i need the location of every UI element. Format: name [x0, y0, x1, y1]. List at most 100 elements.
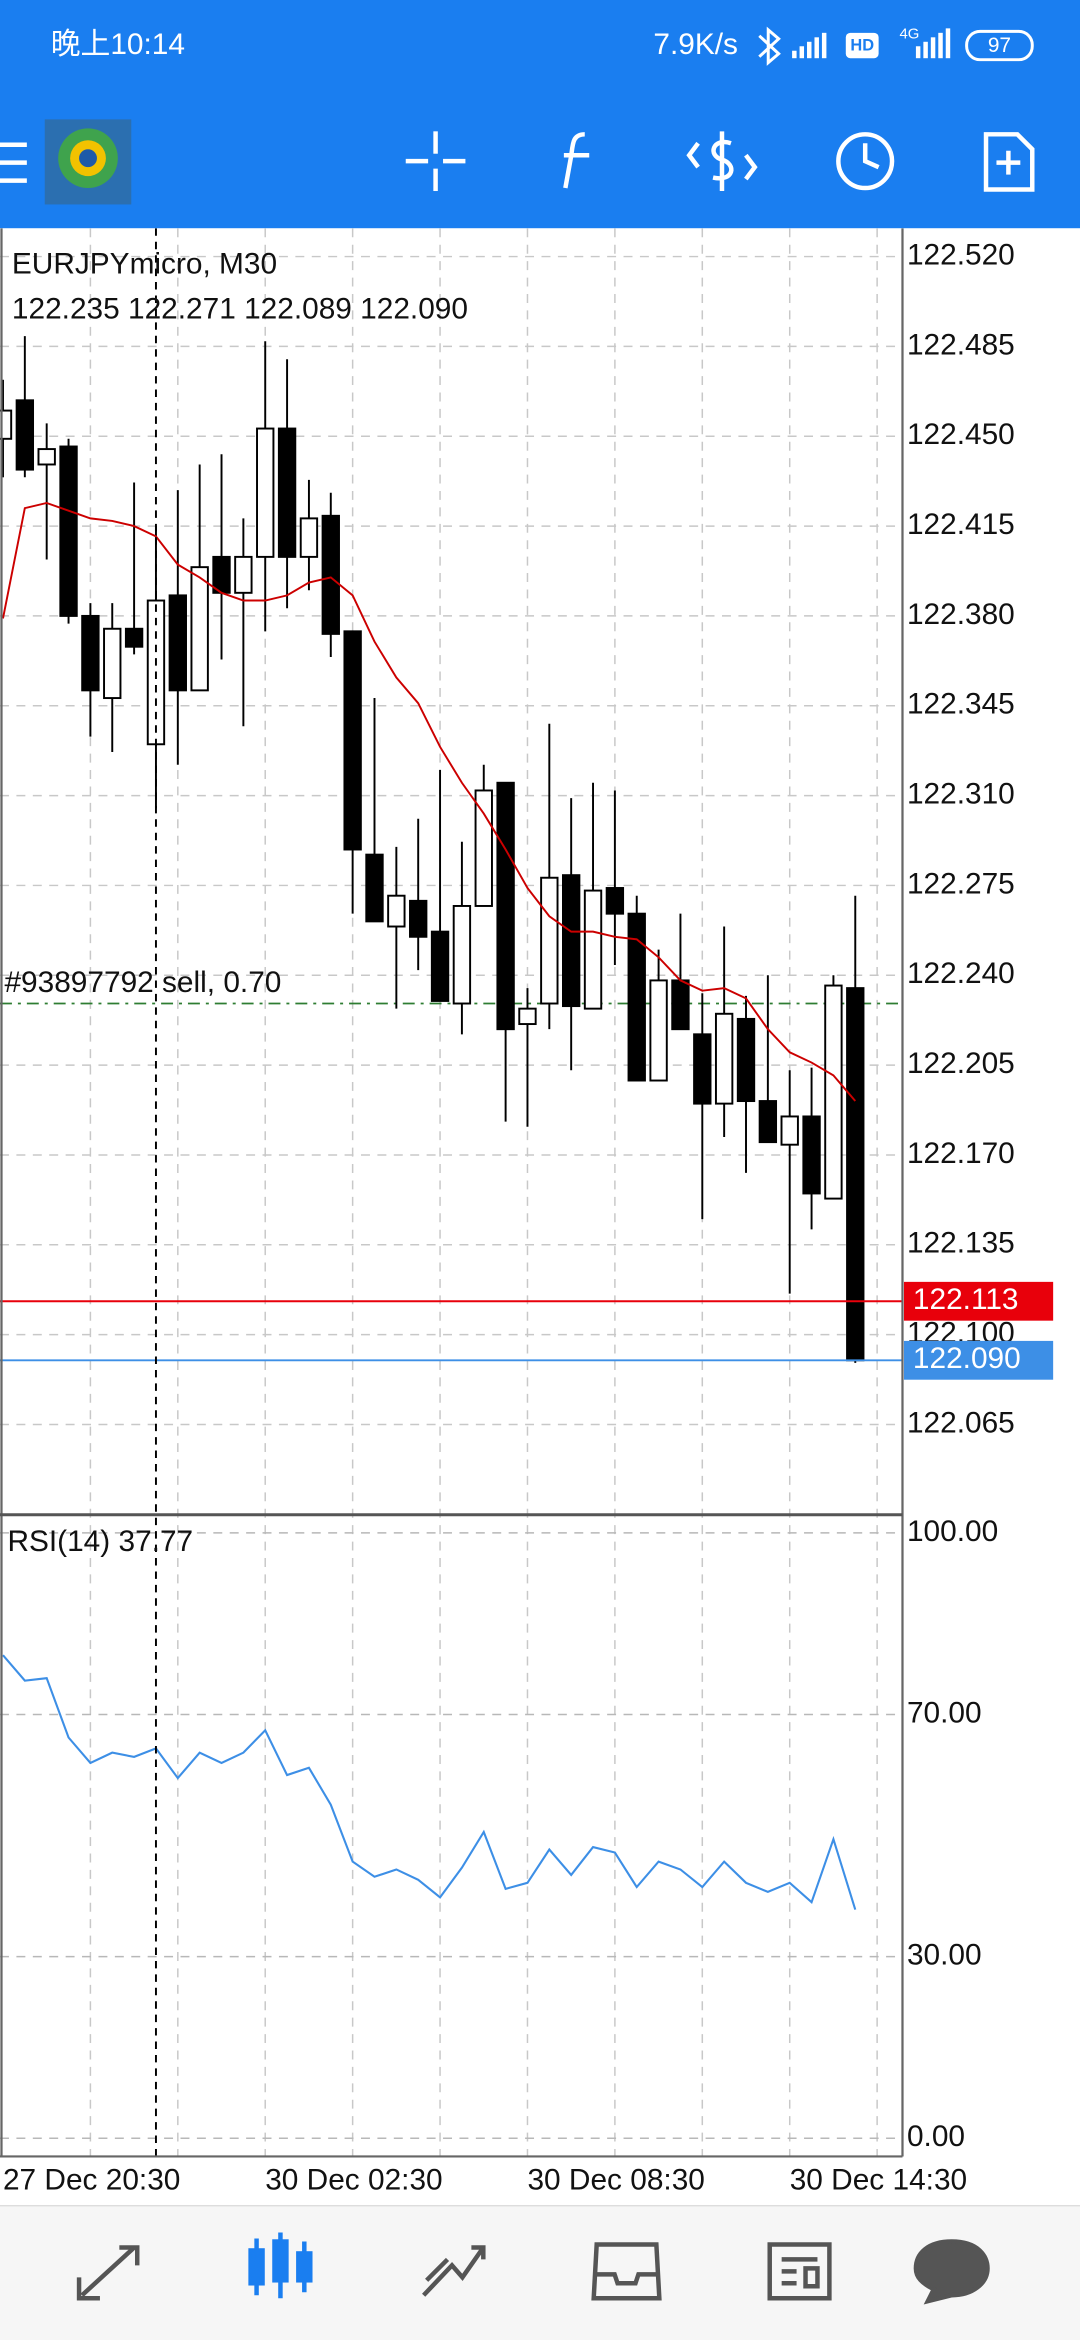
- candle-body: [562, 874, 581, 1008]
- candle-body: [409, 899, 428, 938]
- rsi-tick-label: 30.00: [907, 1939, 982, 1972]
- candle-body: [496, 781, 515, 1031]
- y-tick-label: 122.485: [907, 328, 1015, 361]
- y-tick-label: 122.205: [907, 1047, 1015, 1080]
- bluetooth-icon: [758, 26, 781, 66]
- candle-body: [736, 1017, 756, 1103]
- rsi-tick-label: 100.00: [907, 1515, 998, 1548]
- candle-body: [824, 984, 843, 1200]
- rsi-line: [2, 1654, 857, 1910]
- frame: [0, 228, 904, 2158]
- candle-body: [168, 594, 187, 692]
- candle-body: [365, 853, 384, 923]
- moving-average: [2, 501, 857, 1102]
- candle-body: [802, 1115, 821, 1195]
- candle-body: [540, 876, 559, 1005]
- rsi-tick-label: 70.00: [907, 1696, 982, 1729]
- y-tick-label: 122.415: [907, 508, 1015, 541]
- hd-label: HD: [850, 37, 874, 55]
- battery-level: 97: [988, 34, 1011, 57]
- nav-news[interactable]: [767, 2242, 832, 2301]
- new-order-button[interactable]: [983, 132, 1035, 192]
- chart-background: [0, 228, 1080, 2206]
- candle-body: [299, 517, 319, 558]
- nav-quotes[interactable]: [76, 2245, 140, 2301]
- clock: 晚上10:14: [51, 28, 185, 61]
- nav-trade[interactable]: [422, 2245, 486, 2297]
- y-tick-label: 122.135: [907, 1227, 1015, 1260]
- nav-history[interactable]: [591, 2242, 662, 2301]
- candle-body: [59, 445, 78, 617]
- y-tick-label: 122.520: [907, 238, 1015, 271]
- x-tick-label: 30 Dec 14:30: [790, 2164, 967, 2197]
- candle-body: [671, 979, 690, 1031]
- grid: [0, 228, 903, 2157]
- candle-body: [321, 514, 340, 635]
- candle-body: [124, 627, 144, 648]
- y-tick-label: 122.450: [907, 418, 1015, 451]
- candle-body: [627, 912, 646, 1082]
- candle-body: [277, 427, 297, 558]
- candle-body: [81, 614, 100, 692]
- app-logo[interactable]: [44, 119, 132, 205]
- price-marker: [903, 1340, 1054, 1380]
- ohlc-label: 122.235 122.271 122.089 122.090: [12, 292, 468, 325]
- y-tick-label: 122.310: [907, 777, 1015, 810]
- crosshair-button[interactable]: [405, 131, 466, 192]
- candle-body: [714, 1012, 734, 1105]
- candle-body: [103, 627, 122, 700]
- toolbar: [0, 119, 1035, 205]
- y-tick-label: 122.065: [907, 1406, 1015, 1439]
- candle-body: [649, 979, 668, 1082]
- candle-body: [190, 566, 209, 692]
- nav-icons: [76, 2232, 990, 2305]
- app-bar: [0, 0, 1080, 229]
- y-tick-label: 122.345: [907, 688, 1015, 721]
- axes: 122.520 122.485 122.450 122.415 122.380 122.3…: [3, 228, 1054, 2197]
- candle-body: [780, 1115, 799, 1146]
- bottom-nav: [0, 2205, 1080, 2340]
- y-tick-label: 122.170: [907, 1137, 1015, 1170]
- rsi-tick-label: 0.00: [907, 2120, 965, 2153]
- signal-icon: [792, 32, 827, 59]
- status-bar: 晚上10:14 7.9K/s HD 4G 97: [51, 25, 1034, 66]
- y-tick-label: 122.240: [907, 957, 1015, 990]
- y-tick-label: 122.275: [907, 867, 1015, 900]
- hd-badge: [845, 32, 879, 59]
- candle-body: [387, 894, 406, 928]
- battery: [965, 29, 1034, 62]
- candle-body: [256, 427, 275, 558]
- timeframe-button[interactable]: [836, 132, 895, 191]
- order-label: #93897792 sell, 0.70: [4, 966, 281, 999]
- candle-body: [846, 987, 865, 1362]
- menu-button[interactable]: [0, 142, 27, 183]
- candle-body: [474, 789, 493, 907]
- y-tick-label: 122.380: [907, 598, 1015, 631]
- price-marker-label: 122.113: [913, 1283, 1019, 1316]
- price-marker: [903, 1281, 1054, 1321]
- candle-body: [518, 1007, 537, 1026]
- candle-body: [37, 448, 56, 466]
- nav-chat[interactable]: [913, 2239, 990, 2305]
- network-type: 4G: [900, 25, 920, 42]
- candle-body: [234, 555, 253, 594]
- candle-body: [758, 1100, 778, 1144]
- x-tick-label: 30 Dec 08:30: [527, 2164, 704, 2197]
- x-tick-label: 30 Dec 02:30: [265, 2164, 442, 2197]
- candle-body: [583, 889, 603, 1010]
- candle-body: [212, 555, 231, 594]
- signal-icon-2: [915, 28, 951, 59]
- trade-button[interactable]: [686, 131, 758, 192]
- rsi-title: RSI(14) 37.77: [7, 1525, 193, 1558]
- rsi-pane: [2, 1654, 857, 1910]
- nav-chart[interactable]: [248, 2232, 313, 2299]
- candle-body: [452, 905, 472, 1005]
- x-tick-label: 27 Dec 20:30: [3, 2164, 180, 2197]
- net-speed: 7.9K/s: [653, 28, 738, 61]
- indicators-button[interactable]: [563, 132, 590, 189]
- candle-body: [343, 630, 362, 851]
- candle-body: [693, 1033, 712, 1105]
- price-marker-label: 122.090: [913, 1342, 1021, 1375]
